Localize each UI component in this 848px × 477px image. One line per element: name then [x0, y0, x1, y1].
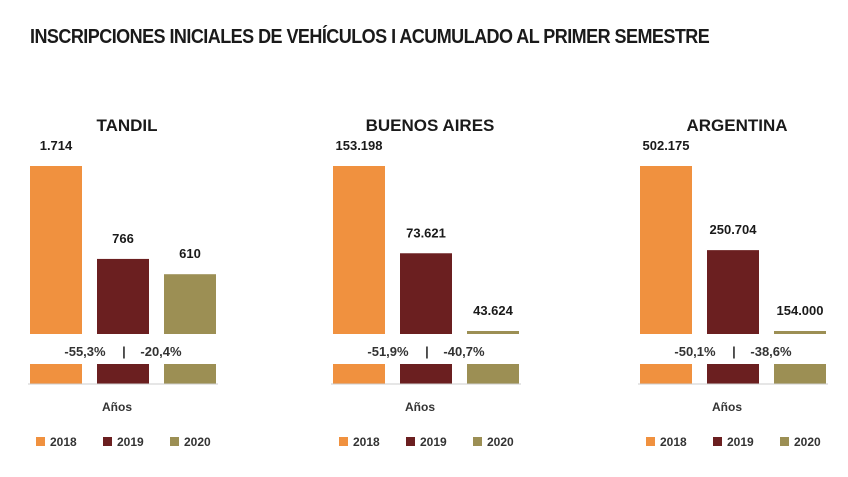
data-label: 610 — [179, 246, 201, 261]
data-label: 1.714 — [40, 138, 73, 153]
change-separator: | — [122, 344, 126, 359]
legend-label: 2020 — [794, 435, 821, 449]
data-label: 153.198 — [336, 138, 383, 153]
change-separator: | — [732, 344, 736, 359]
axis-bar-2018 — [640, 364, 692, 384]
axis-bar-2019 — [97, 364, 149, 384]
legend-label: 2018 — [660, 435, 687, 449]
x-axis-label: Años — [712, 400, 742, 414]
panel-title: BUENOS AIRES — [366, 116, 495, 135]
bar-2020 — [467, 331, 519, 334]
legend-label: 2020 — [184, 435, 211, 449]
panel-title: ARGENTINA — [686, 116, 787, 135]
legend-swatch-2020 — [473, 437, 482, 446]
bar-2018 — [30, 166, 82, 334]
change-label: -40,7% — [443, 344, 485, 359]
legend-label: 2019 — [117, 435, 144, 449]
bar-2019 — [400, 253, 452, 334]
legend-label: 2020 — [487, 435, 514, 449]
bar-2020 — [164, 274, 216, 334]
panel-title: TANDIL — [96, 116, 157, 135]
bar-2018 — [640, 166, 692, 334]
legend-swatch-2020 — [170, 437, 179, 446]
data-label: 73.621 — [406, 225, 446, 240]
change-label: -55,3% — [64, 344, 106, 359]
main-title: INSCRIPCIONES INICIALES DE VEHÍCULOS I A… — [30, 26, 710, 48]
axis-bar-2019 — [707, 364, 759, 384]
change-label: -51,9% — [367, 344, 409, 359]
axis-bar-2020 — [774, 364, 826, 384]
data-label: 43.624 — [473, 303, 514, 318]
bar-2019 — [97, 258, 149, 334]
axis-bar-2020 — [164, 364, 216, 384]
legend-label: 2019 — [420, 435, 447, 449]
axis-bar-2020 — [467, 364, 519, 384]
legend-swatch-2018 — [646, 437, 655, 446]
change-separator: | — [425, 344, 429, 359]
legend-label: 2018 — [50, 435, 77, 449]
data-label: 250.704 — [710, 222, 758, 237]
data-label: 154.000 — [777, 303, 824, 318]
axis-bar-2019 — [400, 364, 452, 384]
legend-swatch-2020 — [780, 437, 789, 446]
bar-2020 — [774, 331, 826, 334]
change-label: -50,1% — [674, 344, 716, 359]
change-label: -38,6% — [750, 344, 792, 359]
legend-label: 2018 — [353, 435, 380, 449]
legend-swatch-2018 — [339, 437, 348, 446]
legend-swatch-2018 — [36, 437, 45, 446]
axis-bar-2018 — [30, 364, 82, 384]
bar-2019 — [707, 250, 759, 334]
x-axis-label: Años — [405, 400, 435, 414]
axis-bar-2018 — [333, 364, 385, 384]
x-axis-label: Años — [102, 400, 132, 414]
legend-swatch-2019 — [713, 437, 722, 446]
bar-2018 — [333, 166, 385, 334]
data-label: 502.175 — [643, 138, 690, 153]
legend-swatch-2019 — [103, 437, 112, 446]
change-label: -20,4% — [140, 344, 182, 359]
data-label: 766 — [112, 231, 134, 246]
legend-swatch-2019 — [406, 437, 415, 446]
legend-label: 2019 — [727, 435, 754, 449]
